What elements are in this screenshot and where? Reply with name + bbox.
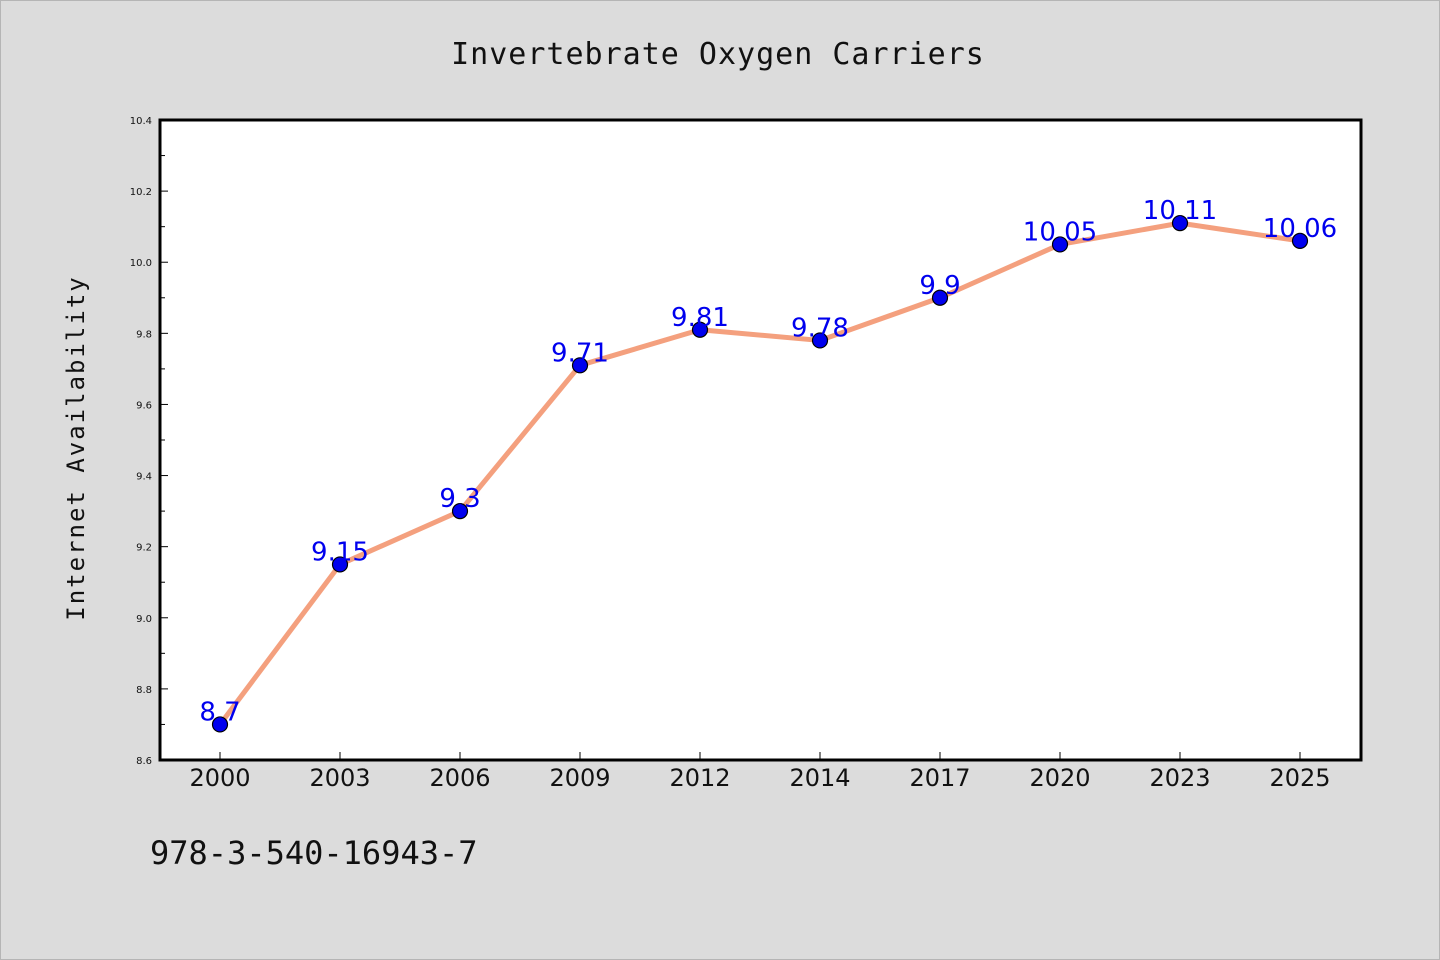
data-label: 9.9 <box>919 271 960 301</box>
data-label: 9.81 <box>671 303 729 333</box>
y-tick-label: 9.4 <box>136 472 152 483</box>
x-tick-label: 2025 <box>1269 764 1330 792</box>
x-tick-label: 2006 <box>429 764 490 792</box>
series-layer: 8.7 9.15 9.3 9.71 9.81 9.78 9.9 10.05 10.11 10.06 <box>199 196 1337 733</box>
x-tick-label: 2003 <box>309 764 370 792</box>
y-tick-label: 10.2 <box>130 187 152 198</box>
data-label: 10.06 <box>1263 214 1337 244</box>
x-tick-label: 2017 <box>909 764 970 792</box>
data-label: 9.78 <box>791 313 849 343</box>
data-point <box>1051 236 1069 253</box>
y-tick-label: 9.6 <box>136 400 152 411</box>
series-line <box>217 220 1303 727</box>
y-tick-label: 10.0 <box>130 258 152 269</box>
data-label: 9.3 <box>439 484 480 514</box>
data-label: 9.71 <box>551 338 609 368</box>
data-point <box>691 321 709 338</box>
x-tick-label: 2020 <box>1029 764 1090 792</box>
data-point <box>331 556 349 573</box>
chart-title: Invertebrate Oxygen Carriers <box>451 37 985 72</box>
isbn-footer: 978-3-540-16943-7 <box>150 834 478 872</box>
data-label: 9.15 <box>311 537 369 567</box>
data-label: 8.7 <box>199 697 240 727</box>
y-axis: 8.6 8.8 9.0 9.2 9.4 9.6 9.8 10.0 10.2 10.4 <box>130 116 168 767</box>
x-tick-label: 2000 <box>189 764 250 792</box>
y-tick-label: 9.0 <box>136 614 152 625</box>
data-point <box>451 503 469 520</box>
x-tick-label: 2023 <box>1149 764 1210 792</box>
data-label: 10.11 <box>1143 196 1217 226</box>
x-tick-label: 2009 <box>549 764 610 792</box>
y-tick-label: 10.4 <box>130 116 152 127</box>
data-label: 10.05 <box>1023 217 1097 247</box>
x-tick-label: 2014 <box>789 764 850 792</box>
x-tick-label: 2012 <box>669 764 730 792</box>
y-tick-label: 9.8 <box>136 329 152 340</box>
data-point <box>1171 215 1189 232</box>
x-axis: 2000 2003 2006 2009 2012 2014 2017 2020 2023 2025 <box>189 752 1331 792</box>
y-tick-label: 8.8 <box>136 685 152 696</box>
y-tick-label: 8.6 <box>136 756 152 767</box>
data-point <box>811 332 829 349</box>
data-point <box>571 357 589 374</box>
data-point <box>211 716 229 733</box>
y-tick-label: 9.2 <box>136 543 152 554</box>
data-point <box>931 289 949 306</box>
y-axis-label: Internet Availability <box>62 275 90 620</box>
data-point <box>1291 232 1309 249</box>
